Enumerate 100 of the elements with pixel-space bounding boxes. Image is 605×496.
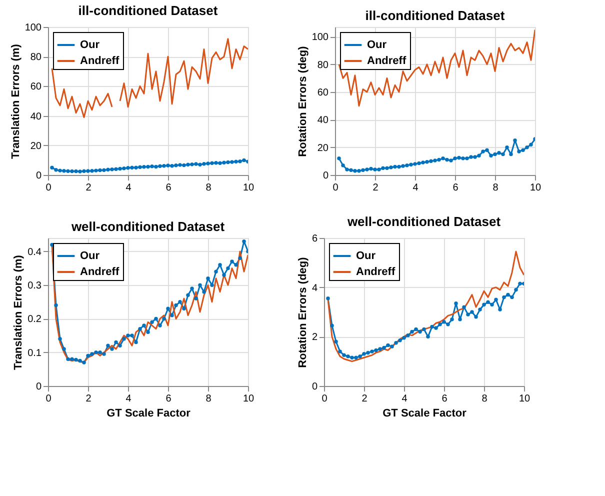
x-tick-label: 0 (46, 394, 52, 404)
point (146, 164, 150, 169)
y-tick-label: 80 (30, 52, 42, 64)
point (178, 163, 182, 167)
y-tick-label: 2 (312, 332, 318, 344)
y-tick-label: 0.4 (28, 246, 42, 258)
point (442, 320, 446, 324)
point (486, 300, 490, 304)
x-tick-label: 6 (442, 394, 448, 404)
point (90, 168, 94, 173)
x-tick-label: 4 (126, 182, 132, 194)
point (417, 161, 421, 166)
y-tick-label: 0.2 (28, 314, 42, 326)
point (470, 310, 474, 314)
legend-label: Andreff (80, 266, 120, 278)
point (238, 160, 242, 164)
point (506, 292, 510, 297)
point (190, 162, 194, 166)
legend-label: Our (80, 250, 100, 262)
point (182, 163, 186, 168)
point (445, 158, 449, 162)
point (449, 158, 453, 162)
y-tick-label: 40 (317, 115, 329, 126)
point (405, 163, 409, 168)
x-tick-label: 10 (518, 394, 530, 404)
y-tick-label: 0 (36, 382, 42, 392)
point (174, 164, 178, 168)
point (510, 295, 514, 300)
x-tick-label: 6 (452, 182, 459, 194)
point (118, 344, 122, 348)
y-tick-label: 20 (317, 142, 329, 154)
point (346, 354, 350, 358)
x-tick-label: 8 (206, 182, 212, 194)
point (478, 308, 482, 312)
point (353, 168, 357, 173)
point (126, 166, 130, 170)
point (525, 145, 529, 150)
point (366, 350, 370, 355)
point (170, 313, 174, 318)
point (226, 160, 230, 164)
point (186, 293, 190, 298)
point (222, 273, 226, 277)
x-tick-label: 6 (166, 394, 172, 404)
point (410, 330, 414, 334)
point (462, 305, 466, 309)
point (386, 343, 390, 348)
point (230, 260, 234, 264)
point (114, 167, 118, 171)
point (82, 360, 86, 364)
point (106, 168, 110, 172)
point (154, 164, 158, 169)
point (186, 162, 190, 167)
point (473, 155, 477, 159)
x-tick-label: 0 (46, 182, 52, 194)
point (342, 353, 346, 358)
legend-label: Our (367, 39, 388, 51)
legend-label: Andreff (80, 55, 120, 67)
point (398, 338, 402, 342)
point (374, 348, 378, 352)
point (50, 166, 54, 170)
point (54, 303, 58, 308)
point (390, 344, 394, 348)
point (474, 315, 478, 319)
point (98, 168, 102, 172)
x-tick-label: 8 (492, 182, 499, 194)
y-axis-title: Translation Errors (m) (12, 254, 25, 370)
point (389, 166, 393, 170)
point (354, 356, 358, 360)
x-tick-label: 2 (362, 394, 368, 404)
point (58, 337, 62, 341)
point (226, 266, 230, 270)
point (138, 326, 142, 331)
point (521, 148, 525, 152)
point (134, 340, 138, 344)
point (446, 322, 450, 326)
point (110, 168, 114, 172)
point (438, 322, 442, 326)
point (426, 334, 430, 339)
point (418, 330, 422, 334)
x-axis-title: GT Scale Factor (106, 408, 192, 420)
point (194, 162, 198, 166)
point (54, 168, 58, 172)
point (394, 340, 398, 345)
point (110, 347, 114, 351)
x-tick-label: 4 (412, 182, 419, 194)
point (142, 324, 146, 328)
point (413, 162, 417, 166)
point (178, 300, 182, 304)
point (365, 168, 369, 172)
point (162, 316, 166, 321)
x-axis-title: GT Scale Factor (382, 408, 468, 420)
point (334, 340, 338, 344)
point (409, 162, 413, 166)
y-tick-label: 80 (317, 60, 329, 71)
point (166, 164, 170, 168)
y-tick-label: 0 (312, 382, 318, 392)
point (74, 358, 78, 362)
point (477, 154, 481, 158)
point (381, 166, 385, 170)
line-series (327, 250, 524, 362)
